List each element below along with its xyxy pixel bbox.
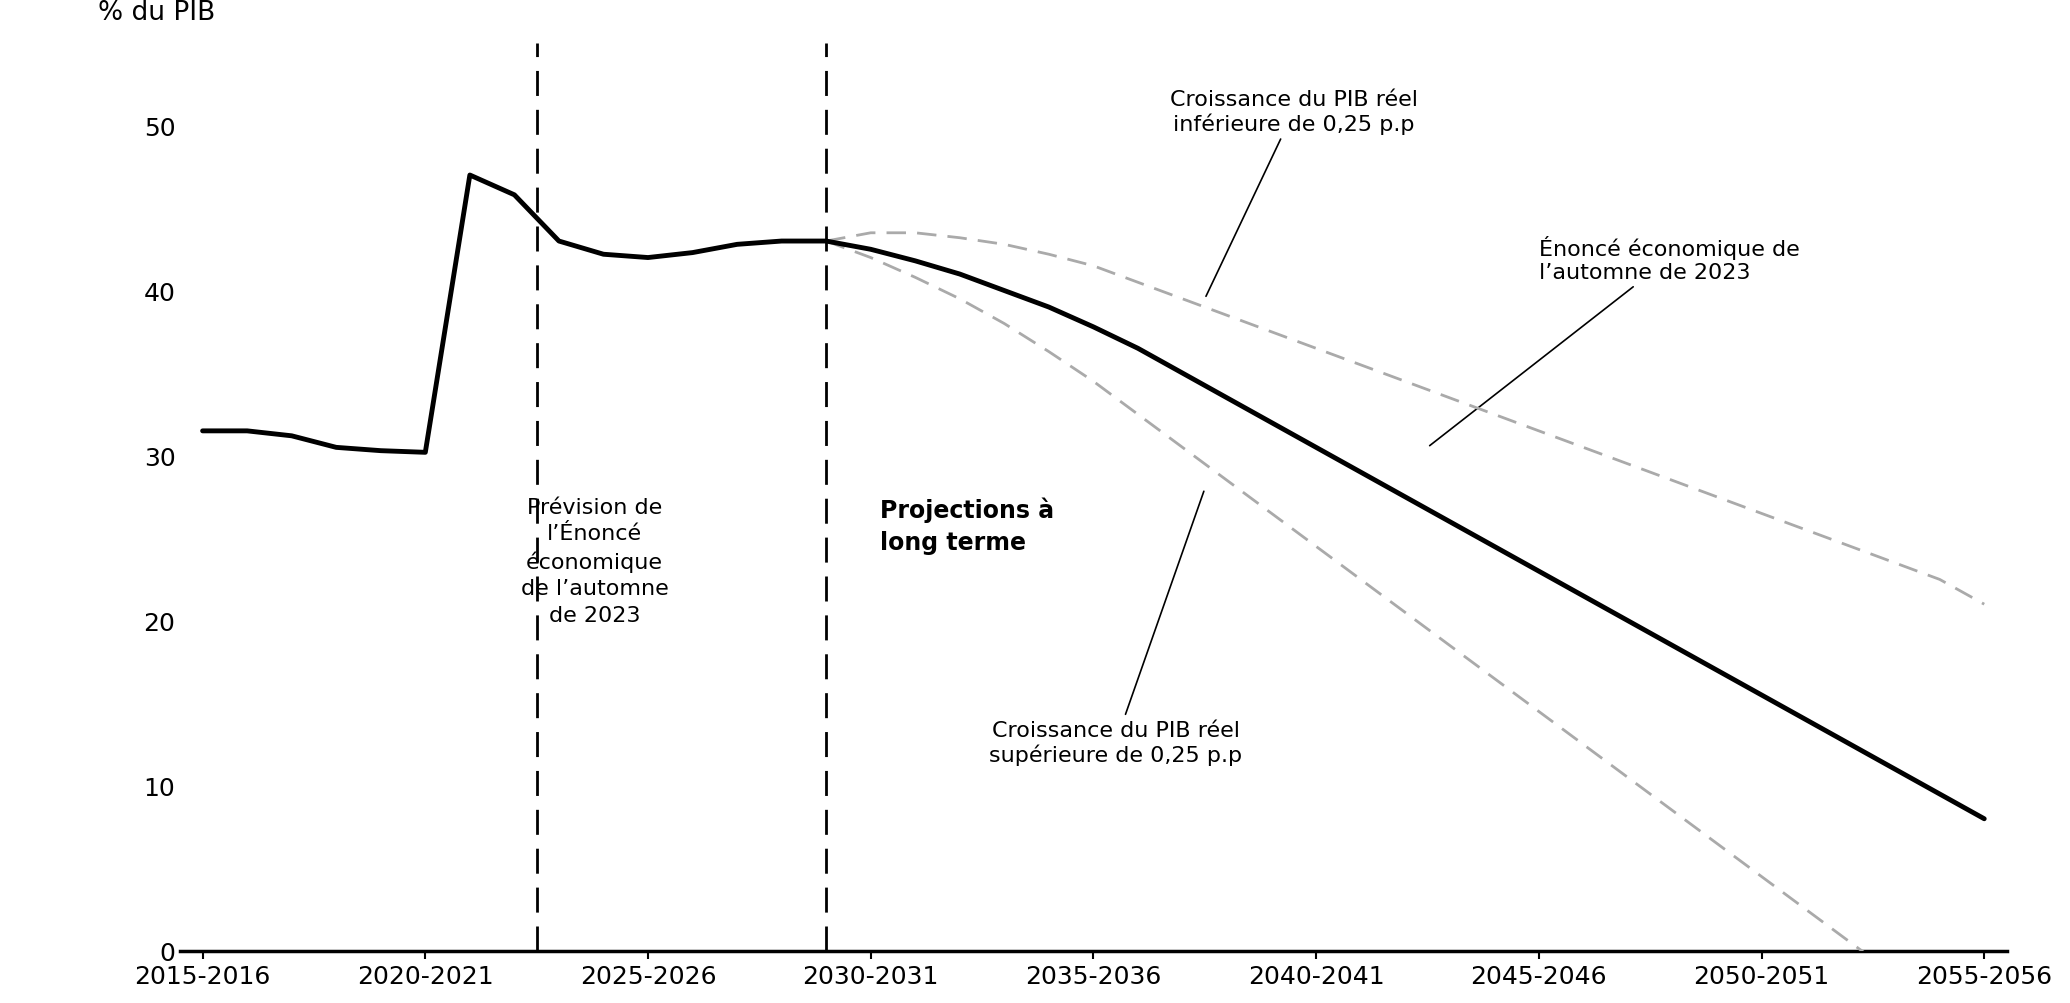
- Text: Croissance du PIB réel
supérieure de 0,25 p.p: Croissance du PIB réel supérieure de 0,2…: [989, 491, 1242, 765]
- Text: Croissance du PIB réel
inférieure de 0,25 p.p: Croissance du PIB réel inférieure de 0,2…: [1170, 89, 1418, 297]
- Text: Projections à
long terme: Projections à long terme: [880, 497, 1054, 555]
- Text: Prévision de
l’Énoncé
économique
de l’automne
de 2023: Prévision de l’Énoncé économique de l’au…: [522, 497, 669, 625]
- Y-axis label: % du PIB: % du PIB: [97, 0, 215, 26]
- Text: Énoncé économique de
l’automne de 2023: Énoncé économique de l’automne de 2023: [1430, 236, 1799, 446]
